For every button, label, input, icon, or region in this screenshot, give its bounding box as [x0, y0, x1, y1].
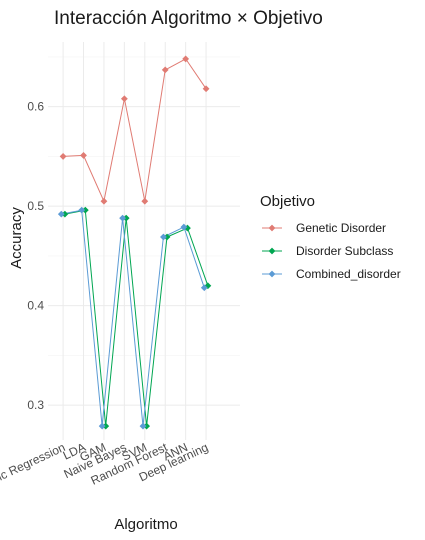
data-point — [139, 422, 147, 430]
legend-key-marker — [268, 224, 276, 232]
chart-title: Interacción Algoritmo × Objetivo — [54, 8, 323, 29]
data-point — [80, 152, 87, 159]
data-point — [100, 197, 108, 205]
y-tick-label: 0.4 — [27, 299, 44, 313]
data-point — [161, 66, 169, 74]
legend-key-marker — [268, 270, 276, 278]
data-point — [119, 214, 126, 222]
legend-label: Disorder Subclass — [296, 244, 393, 258]
series-line — [63, 58, 207, 203]
data-point — [182, 55, 190, 63]
data-point — [141, 197, 149, 205]
data-point — [59, 153, 67, 160]
data-point — [120, 95, 128, 103]
data-point — [200, 284, 208, 292]
legend-title: Objetivo — [260, 193, 315, 210]
series-line — [64, 209, 209, 427]
y-tick-label: 0.3 — [27, 398, 44, 412]
y-tick-label: 0.6 — [27, 100, 44, 114]
legend-label: Genetic Disorder — [296, 221, 386, 235]
data-point — [184, 224, 191, 232]
y-tick-label: 0.5 — [27, 199, 44, 213]
data-point — [180, 223, 188, 231]
y-axis-title: Accuracy — [8, 207, 25, 269]
legend-label: Combined_disorder — [296, 267, 401, 281]
data-point — [78, 206, 86, 214]
data-point — [98, 422, 106, 430]
x-tick-label: ic Regression — [0, 440, 67, 483]
data-point — [122, 214, 130, 222]
x-axis-title: Algoritmo — [114, 516, 177, 533]
series-line — [61, 209, 205, 427]
data-point — [57, 210, 65, 218]
data-point — [102, 422, 110, 430]
data-point — [163, 233, 171, 241]
data-point — [61, 210, 69, 218]
data-point — [160, 233, 167, 241]
legend-key-marker — [268, 247, 276, 255]
data-point — [81, 206, 89, 214]
data-point — [202, 85, 210, 93]
data-point — [143, 422, 150, 430]
legend: Objetivo Genetic Disorder Disorder Subcla… — [260, 193, 401, 281]
